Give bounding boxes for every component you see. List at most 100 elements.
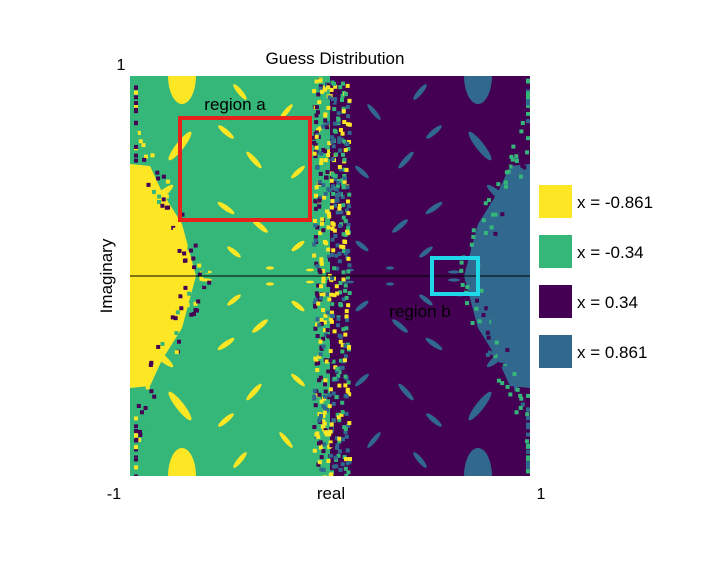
boundary-speckle bbox=[526, 432, 530, 437]
boundary-speckle bbox=[491, 319, 496, 324]
legend-swatch bbox=[539, 285, 572, 318]
basin-lobe bbox=[252, 219, 268, 233]
boundary-speckle bbox=[333, 173, 338, 178]
boundary-speckle bbox=[345, 249, 350, 254]
boundary-speckle bbox=[330, 237, 335, 242]
boundary-speckle bbox=[526, 443, 530, 448]
basin-lobe bbox=[279, 432, 293, 448]
boundary-speckle bbox=[321, 467, 326, 472]
boundary-speckle bbox=[315, 367, 320, 372]
boundary-speckle bbox=[321, 279, 326, 284]
boundary-speckle bbox=[480, 307, 485, 312]
boundary-speckle bbox=[314, 134, 319, 139]
boundary-speckle bbox=[134, 144, 138, 149]
boundary-speckle bbox=[342, 139, 347, 144]
boundary-speckle bbox=[331, 401, 336, 406]
boundary-speckle bbox=[331, 359, 336, 364]
boundary-speckle bbox=[161, 197, 166, 202]
basin-lobe bbox=[233, 452, 247, 468]
boundary-speckle bbox=[334, 284, 339, 289]
chart-title: Guess Distribution bbox=[266, 49, 405, 68]
boundary-speckle bbox=[316, 301, 321, 306]
boundary-speckle bbox=[322, 320, 327, 325]
boundary-speckle bbox=[466, 242, 471, 247]
boundary-speckle bbox=[330, 157, 335, 162]
boundary-speckle bbox=[134, 420, 138, 425]
boundary-speckle bbox=[524, 150, 529, 155]
boundary-speckle bbox=[134, 437, 139, 442]
boundary-speckle bbox=[330, 252, 335, 257]
boundary-speckle bbox=[338, 148, 343, 153]
boundary-speckle bbox=[322, 195, 327, 200]
boundary-speckle bbox=[329, 313, 334, 318]
boundary-speckle bbox=[339, 412, 344, 417]
boundary-speckle bbox=[188, 248, 193, 253]
basin-lobe bbox=[426, 413, 442, 427]
boundary-speckle bbox=[176, 339, 181, 344]
boundary-speckle bbox=[164, 194, 169, 199]
boundary-speckle bbox=[139, 135, 144, 140]
boundary-speckle bbox=[338, 290, 343, 295]
boundary-speckle bbox=[187, 246, 192, 251]
boundary-speckle bbox=[518, 174, 523, 179]
boundary-speckle bbox=[327, 393, 332, 398]
boundary-speckle bbox=[145, 371, 150, 376]
boundary-speckle bbox=[315, 317, 320, 322]
boundary-speckle bbox=[328, 453, 333, 458]
boundary-speckle bbox=[335, 210, 340, 215]
boundary-speckle bbox=[138, 432, 143, 437]
boundary-speckle bbox=[315, 293, 320, 298]
boundary-speckle bbox=[336, 180, 341, 185]
boundary-speckle bbox=[338, 127, 343, 132]
basin-lobe bbox=[146, 344, 174, 368]
boundary-speckle bbox=[319, 345, 324, 350]
boundary-speckle bbox=[317, 418, 322, 423]
boundary-speckle bbox=[319, 321, 324, 326]
boundary-speckle bbox=[315, 165, 320, 170]
boundary-speckle bbox=[345, 318, 350, 323]
boundary-speckle bbox=[328, 387, 333, 392]
boundary-speckle bbox=[345, 83, 350, 88]
boundary-speckle bbox=[155, 170, 160, 175]
boundary-speckle bbox=[141, 425, 146, 430]
boundary-speckle bbox=[525, 107, 530, 112]
boundary-speckle bbox=[341, 106, 346, 111]
boundary-speckle bbox=[183, 285, 188, 290]
boundary-speckle bbox=[341, 244, 346, 249]
boundary-speckle bbox=[332, 228, 337, 233]
boundary-speckle bbox=[315, 149, 320, 154]
boundary-speckle bbox=[325, 310, 330, 315]
boundary-speckle bbox=[321, 449, 326, 454]
boundary-speckle bbox=[327, 297, 332, 302]
boundary-speckle bbox=[330, 139, 335, 144]
boundary-speckle bbox=[157, 200, 162, 205]
boundary-speckle bbox=[471, 228, 476, 233]
boundary-speckle bbox=[315, 264, 320, 269]
boundary-speckle bbox=[346, 114, 351, 119]
boundary-speckle bbox=[321, 85, 326, 90]
boundary-speckle bbox=[343, 283, 348, 288]
boundary-speckle bbox=[333, 233, 338, 238]
boundary-speckle bbox=[511, 144, 516, 149]
boundary-speckle bbox=[332, 329, 337, 334]
boundary-speckle bbox=[199, 276, 204, 281]
boundary-speckle bbox=[134, 108, 138, 113]
basin-lobe bbox=[217, 201, 235, 215]
boundary-speckle bbox=[525, 412, 530, 417]
boundary-speckle bbox=[526, 111, 530, 116]
boundary-speckle bbox=[191, 256, 196, 261]
boundary-speckle bbox=[329, 319, 334, 324]
boundary-speckle bbox=[339, 98, 344, 103]
boundary-speckle bbox=[134, 158, 138, 163]
basin-lobe bbox=[227, 246, 241, 258]
boundary-speckle bbox=[345, 199, 350, 204]
boundary-speckle bbox=[325, 121, 330, 126]
boundary-speckle bbox=[207, 280, 212, 285]
boundary-speckle bbox=[319, 221, 324, 226]
basin-lobe bbox=[252, 319, 268, 333]
boundary-speckle bbox=[134, 111, 138, 116]
boundary-speckle bbox=[465, 284, 470, 289]
boundary-speckle bbox=[334, 253, 339, 258]
boundary-speckle bbox=[326, 458, 331, 463]
